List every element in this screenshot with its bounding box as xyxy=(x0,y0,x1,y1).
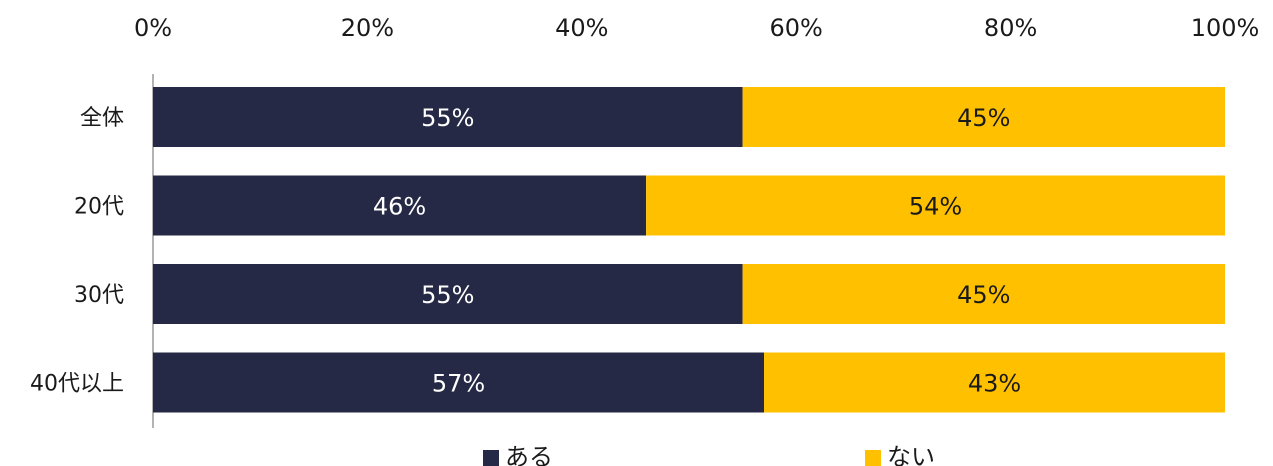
x-tick-label: 100% xyxy=(1191,14,1260,42)
data-label: 45% xyxy=(957,281,1010,309)
x-tick-label: 0% xyxy=(134,14,172,42)
x-tick-label: 40% xyxy=(555,14,608,42)
x-tick-label: 80% xyxy=(984,14,1037,42)
category-label: 30代 xyxy=(74,283,124,308)
data-label: 43% xyxy=(968,370,1021,398)
data-label: 46% xyxy=(373,193,426,221)
bar-segment xyxy=(646,175,1225,236)
bar-segment xyxy=(153,87,743,147)
x-tick-label: 60% xyxy=(770,14,823,42)
data-label: 55% xyxy=(421,281,474,309)
data-label: 57% xyxy=(432,370,485,398)
x-tick-label: 20% xyxy=(341,14,394,42)
bar-segment xyxy=(742,87,1225,147)
data-label: 55% xyxy=(421,104,474,132)
category-label: 20代 xyxy=(74,195,124,220)
legend-label: ない xyxy=(887,443,935,466)
bar-series: 55% 45% 46% 54% 55% 45% 57% 43% xyxy=(153,87,1225,413)
category-label: 40代以上 xyxy=(30,372,124,397)
bar-segment xyxy=(742,264,1225,324)
category-label: 全体 xyxy=(80,106,124,131)
bar-segment xyxy=(153,352,765,413)
bar-segment xyxy=(153,175,647,236)
x-axis-ticks: 0% 20% 40% 60% 80% 100% xyxy=(134,14,1259,42)
data-label: 45% xyxy=(957,104,1010,132)
bar-segment xyxy=(153,264,743,324)
category-labels: 全体 20代 30代 40代以上 xyxy=(30,106,124,397)
bar-segment xyxy=(764,352,1225,413)
legend-swatch xyxy=(865,450,881,466)
data-label: 54% xyxy=(909,193,962,221)
legend-label: ある xyxy=(505,443,553,466)
legend: ある ない xyxy=(483,443,935,466)
legend-swatch xyxy=(483,450,499,466)
